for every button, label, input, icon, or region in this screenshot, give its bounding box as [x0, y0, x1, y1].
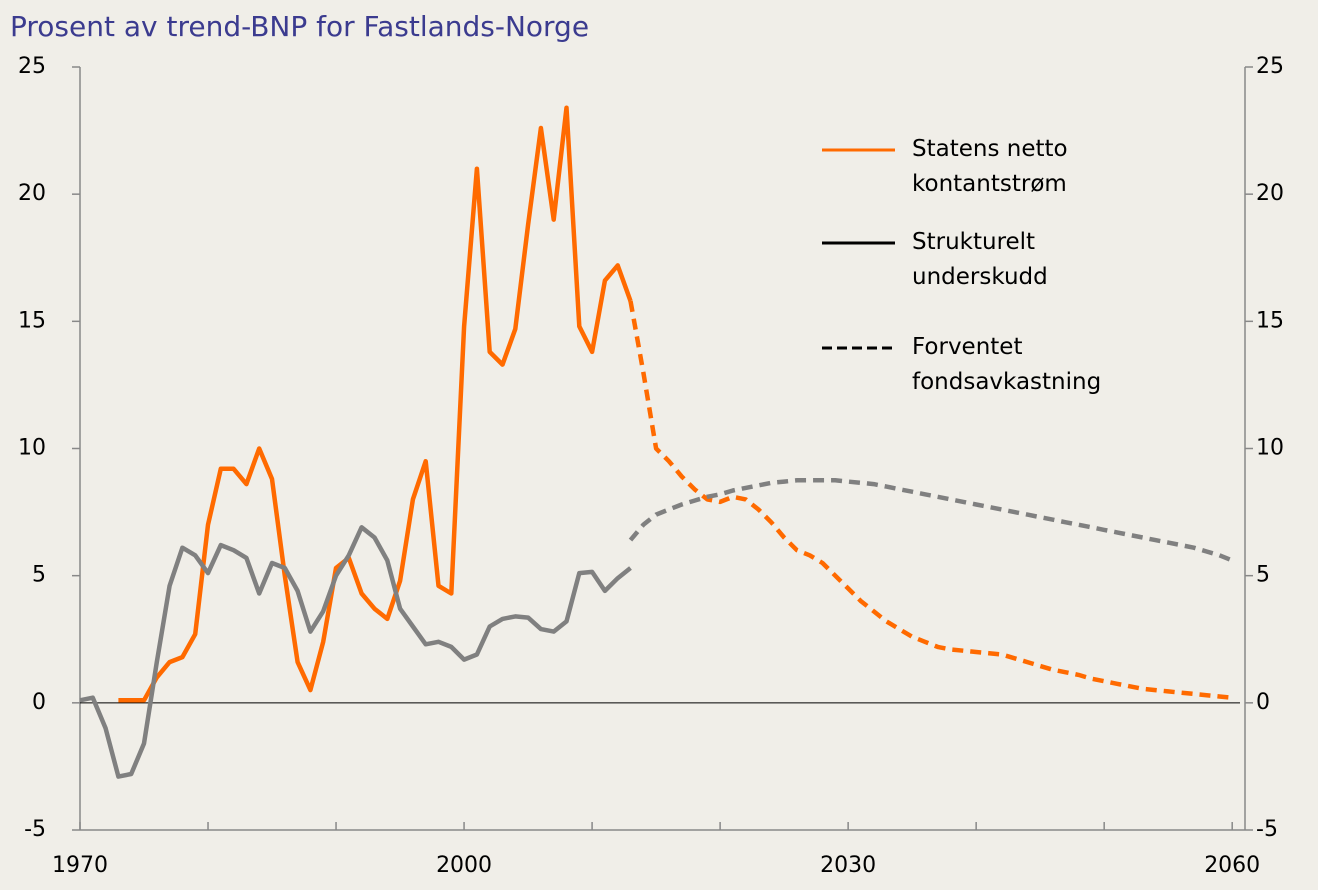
y-tick-label: 25 [18, 54, 46, 79]
y-tick-label: 5 [32, 563, 46, 588]
y2-tick-label: 0 [1256, 690, 1270, 715]
legend-label: Statens netto kontantstrøm [912, 136, 1068, 197]
y-tick-label: 10 [18, 436, 46, 461]
y-tick-label: 15 [18, 308, 46, 333]
series-line [628, 300, 1233, 700]
legend-label: Strukturelt underskudd [912, 229, 1048, 290]
y2-tick-label: 15 [1256, 308, 1284, 333]
y2-tick-label: 5 [1256, 563, 1270, 588]
y2-tick-label: 20 [1256, 181, 1284, 206]
y-tick-label: 0 [32, 690, 46, 715]
x-tick-label: 2060 [1204, 853, 1260, 878]
series-line [118, 105, 633, 703]
x-tick-label: 2030 [820, 853, 876, 878]
y2-tick-label: 25 [1256, 54, 1284, 79]
y-tick-label: 20 [18, 181, 46, 206]
y-tick-label: -5 [24, 817, 46, 842]
chart-title: Prosent av trend-BNP for Fastlands-Norge [10, 10, 589, 43]
y2-tick-label: 10 [1256, 436, 1284, 461]
y2-tick-label: -5 [1256, 817, 1278, 842]
x-tick-label: 2000 [436, 853, 492, 878]
legend-label: Forventet fondsavkastning [912, 334, 1102, 395]
x-tick-label: 1970 [52, 853, 108, 878]
series-line [628, 478, 1234, 563]
series-line [79, 525, 632, 779]
